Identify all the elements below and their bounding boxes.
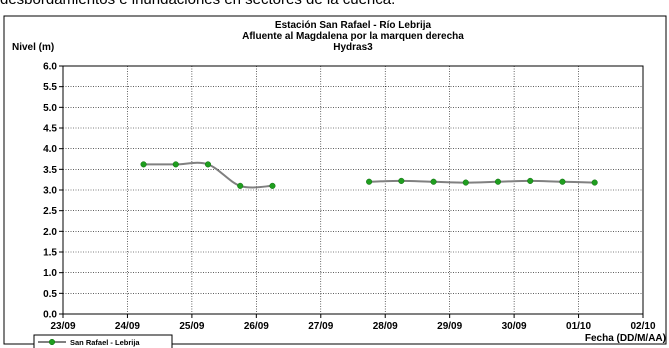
data-point (430, 178, 437, 185)
data-point (366, 178, 373, 185)
y-axis-label: Nivel (m) (12, 42, 54, 53)
y-tick-label: 3.5 (43, 165, 57, 176)
y-tick-label: 1.0 (43, 268, 57, 279)
y-tick-label: 5.5 (43, 82, 57, 93)
x-tick-label: 26/09 (244, 321, 269, 332)
chart-title: Estación San Rafael - Río LebrijaAfluent… (242, 20, 464, 53)
y-tick-label: 4.0 (43, 144, 57, 155)
series (140, 161, 598, 189)
legend-marker (48, 338, 56, 346)
x-tick-label: 23/09 (50, 321, 75, 332)
legend-box (33, 334, 173, 348)
x-tick-label: 28/09 (373, 321, 398, 332)
x-tick-label: 24/09 (115, 321, 140, 332)
y-tick-label: 3.0 (43, 186, 57, 197)
data-point (591, 179, 598, 186)
data-point (140, 161, 147, 168)
y-tick-label: 2.0 (43, 227, 57, 238)
x-tick-label: 30/09 (502, 321, 527, 332)
y-tick-label: 6.0 (43, 62, 57, 73)
x-tick-label: 25/09 (179, 321, 204, 332)
data-point (204, 161, 212, 168)
chart-area (3, 15, 667, 345)
legend-label: San Rafael - Lebrija (70, 338, 140, 347)
top-text-fragment: desbordamientos e inundaciones en sector… (0, 0, 395, 8)
x-tick-label: 29/09 (437, 321, 462, 332)
y-tick-label: 2.5 (43, 206, 57, 217)
y-tick-label: 4.5 (43, 124, 57, 135)
y-axis: 0.0 0.5 1.0 1.5 2.0 2.5 3.0 3.5 4.0 4.5 5.0 5.5 6.0 (43, 62, 63, 321)
x-axis-label: Fecha (DD/M/AA) (585, 333, 666, 344)
data-point (559, 178, 566, 185)
data-point (269, 182, 276, 189)
data-point (527, 177, 534, 184)
data-point (237, 182, 244, 189)
x-tick-label: 01/10 (566, 321, 591, 332)
chart-title-line: Hydras3 (333, 42, 373, 53)
data-point (494, 178, 502, 185)
data-point (172, 161, 179, 168)
data-point (462, 179, 469, 186)
y-tick-label: 0.5 (43, 289, 57, 300)
legend: San Rafael - Lebrija (33, 334, 173, 348)
y-tick-label: 1.5 (43, 248, 57, 259)
x-axis: 23/09 24/09 25/09 26/09 27/09 28/09 29/09 30/09… (50, 314, 656, 332)
x-tick-label: 27/09 (308, 321, 333, 332)
y-tick-label: 5.0 (43, 103, 57, 114)
chart-title-line: Estación San Rafael - Río Lebrija (275, 20, 432, 31)
x-tick-label: 02/10 (630, 321, 655, 332)
chart-title-line: Afluente al Magdalena por la marquen der… (242, 31, 464, 42)
data-point (398, 177, 405, 184)
y-tick-label: 0.0 (43, 310, 57, 321)
